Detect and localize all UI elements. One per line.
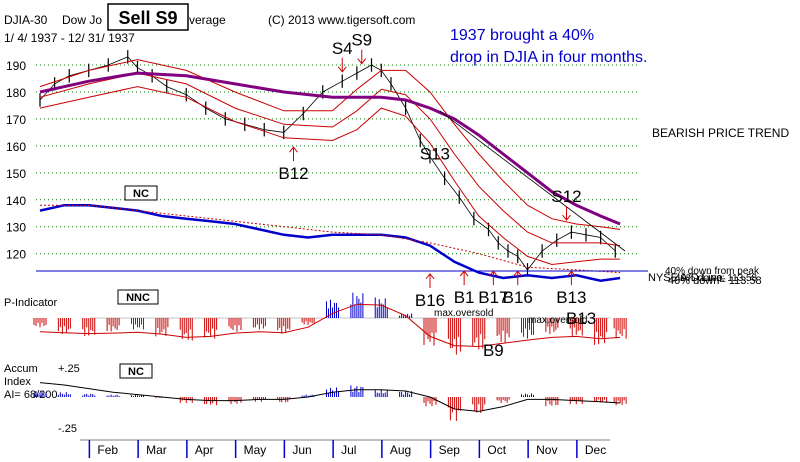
signal-label-S13: S13: [420, 144, 450, 163]
y-tick-160: 160: [6, 140, 26, 154]
y-tick-180: 180: [6, 86, 26, 100]
price-y-tick-labels: 120 130 140 150 160 170 180 190: [6, 59, 26, 262]
max-oversold-note-2: max.oversold: [528, 315, 587, 326]
pindicator-signal-B13: B13: [566, 309, 596, 328]
y-tick-170: 170: [6, 113, 26, 127]
month-label-apr: Apr: [195, 443, 214, 457]
series-3-line: [39, 86, 621, 266]
signal-label-B1: B1: [454, 288, 475, 307]
series-6-line: [40, 204, 621, 274]
signal-arrowhead-B16: [513, 270, 523, 277]
month-label-dec: Dec: [585, 443, 606, 457]
signal-arrowhead-S4: [337, 66, 347, 73]
signal-arrowhead-B16: [425, 273, 435, 280]
signal-label-B17: B17: [478, 288, 508, 307]
series-4-line: [39, 71, 621, 226]
series-2-line: [39, 59, 621, 230]
signal-box: [107, 3, 189, 31]
nnc-label: NNC: [126, 292, 150, 304]
trendline: [439, 110, 626, 252]
pindicator-signals: B9 B13: [483, 309, 596, 360]
signal-arrowhead-B12: [289, 146, 298, 153]
signal-arrowhead-S12: [562, 214, 571, 221]
signal-label-S4: S4: [332, 39, 353, 58]
pindicator-bars: [33, 292, 627, 355]
max-oversold-note-1: max.oversold: [434, 308, 493, 319]
annotation-down-113b: 40% down= 113.58: [668, 275, 762, 287]
signal-box-label: Sell S9: [118, 8, 177, 28]
price-series-lines: [36, 50, 648, 282]
signal-label-S12: S12: [551, 187, 581, 206]
month-label-aug: Aug: [390, 443, 411, 457]
accum-tick-minus: -.25: [58, 423, 77, 435]
index-name-tail: verage: [189, 13, 226, 27]
index-name-visible: Dow Jo: [62, 13, 102, 27]
trend-label: BEARISH PRICE TREND: [652, 126, 789, 140]
pindicator-ma: [39, 303, 621, 348]
accum-nc-label: NC: [128, 366, 144, 378]
accum-stat: AI= 68/200: [4, 389, 58, 401]
y-tick-120: 120: [6, 248, 26, 262]
month-axis: Feb Mar Apr May Jun Jul Aug Sep Oct Nov Dec: [80, 439, 610, 458]
month-label-nov: Nov: [536, 443, 557, 457]
signal-label-B16: B16: [415, 291, 445, 310]
pindicator-title: P-Indicator: [4, 297, 58, 309]
signal-label-B13: B13: [556, 288, 586, 307]
headline-line-1: 1937 brought a 40%: [450, 27, 594, 44]
month-label-jul: Jul: [341, 443, 356, 457]
nnc-box: [117, 289, 159, 305]
signal-label-B16: B16: [503, 288, 533, 307]
signal-label-S9: S9: [351, 31, 372, 50]
y-tick-140: 140: [6, 194, 26, 208]
annotation-nyse-ad: NYSE A/D Line: [648, 272, 723, 284]
accum-ma: [39, 382, 621, 412]
pindicator-ma-line: [39, 303, 621, 348]
month-label-oct: Oct: [487, 443, 506, 457]
annotation-down-from-peak: 40% down from peak: [665, 266, 760, 277]
nc-box: [124, 185, 158, 201]
y-tick-150: 150: [6, 167, 26, 181]
signal-arrowhead-B1: [459, 270, 469, 277]
month-label-sep: Sep: [439, 443, 461, 457]
accum-title-2: Index: [4, 376, 31, 388]
headline-line-2: drop in DJIA in four months.: [450, 49, 647, 66]
signal-arrowhead-B17: [488, 270, 498, 277]
annotation-down-113: 40% down: 113.58: [675, 273, 758, 284]
signal-label-B12: B12: [278, 164, 308, 183]
djia-close-line: [39, 56, 616, 271]
accum-nc-box: [119, 363, 153, 379]
month-label-feb: Feb: [97, 443, 118, 457]
month-label-may: May: [244, 443, 267, 457]
month-label-jun: Jun: [292, 443, 311, 457]
month-label-mar: Mar: [146, 443, 167, 457]
pindicator-signal-B9: B9: [483, 341, 504, 360]
accum-tick-plus: +.25: [58, 363, 80, 375]
signal-arrowhead-S9: [357, 58, 367, 65]
y-tick-190: 190: [6, 59, 26, 73]
signal-arrowhead-B13: [566, 270, 576, 277]
ticker-label: DJIA-30: [4, 13, 48, 27]
date-range: 1/ 4/ 1937 - 12/ 31/ 1937: [4, 31, 135, 45]
y-tick-130: 130: [6, 221, 26, 235]
nc-label: NC: [133, 188, 149, 200]
accum-title-1: Accum: [4, 363, 38, 375]
copyright: (C) 2013 www.tigersoft.com: [268, 13, 415, 27]
accum-ma-line: [39, 382, 621, 412]
series-1-line: [39, 72, 621, 247]
